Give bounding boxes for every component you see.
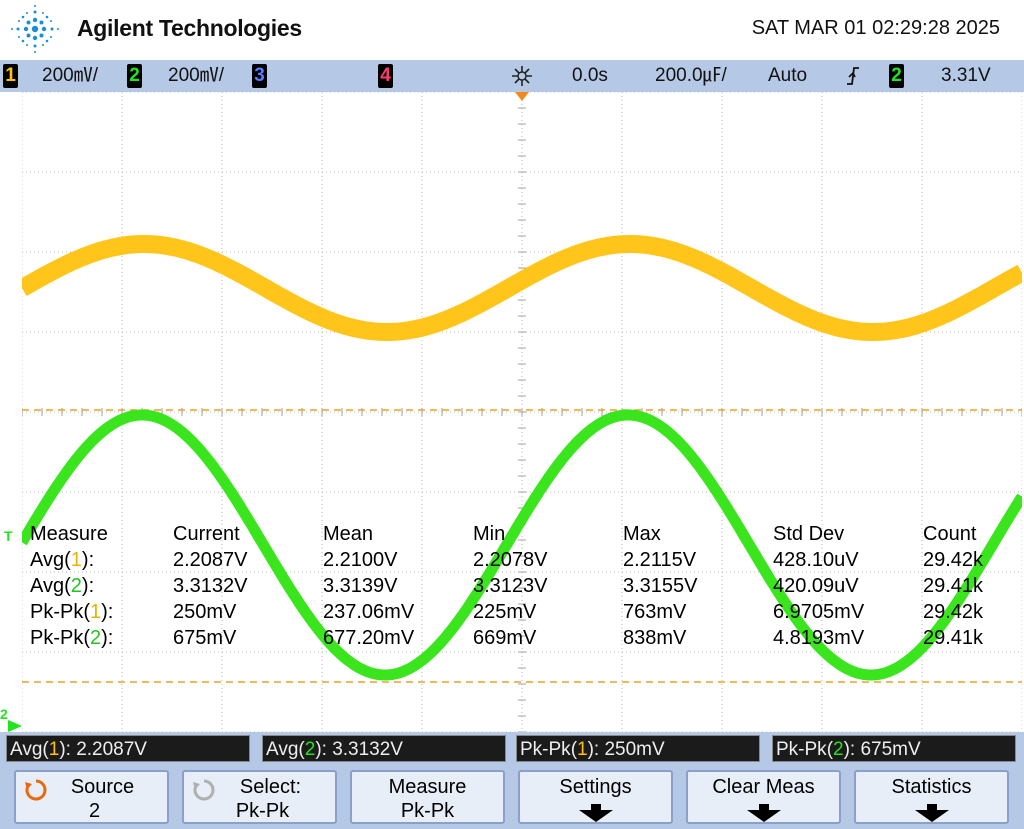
measurement-statistics-table: Measure Current Mean Min Max Std Dev Cou…	[30, 520, 1024, 650]
softkey-label: Source	[70, 776, 135, 798]
table-cell-count: 29.42k	[923, 601, 984, 623]
softkey-value: 2	[88, 800, 101, 822]
channel-2-ground-marker[interactable]: 2	[0, 706, 8, 722]
date-time: SAT MAR 01 02:29:28 2025	[751, 17, 1000, 39]
channel-1-scale[interactable]: 200㎷/	[42, 65, 98, 86]
channel-3-badge[interactable]: 3	[252, 64, 267, 88]
table-cell-current: 675mV	[173, 627, 237, 649]
channel-2-scale[interactable]: 200㎷/	[168, 65, 224, 86]
rotary-knob-icon	[25, 779, 47, 801]
table-cell-mean: 2.2100V	[323, 549, 398, 571]
rising-edge-icon	[847, 67, 859, 85]
table-cell-min: 2.2078V	[473, 549, 548, 571]
table-cell-max: 2.2115V	[623, 549, 697, 571]
ground-arrow-icon	[8, 720, 22, 732]
trigger-level-lines	[22, 409, 1022, 683]
measurement-summary-bar: Avg(1): 2.2087V Avg(2): 3.3132V Pk-Pk(1)…	[0, 732, 1024, 766]
trigger-level[interactable]: 3.31V	[941, 65, 991, 86]
horizontal-time-scale[interactable]: 200.0㎌/	[655, 65, 727, 86]
trigger-mode[interactable]: Auto	[768, 65, 808, 86]
summary-pkpk-ch2[interactable]: Pk-Pk(2): 675mV	[772, 735, 1016, 762]
table-cell-mean: 237.06mV	[323, 601, 415, 623]
table-cell-current: 2.2087V	[173, 549, 248, 571]
table-cell-max: 3.3155V	[623, 575, 698, 597]
clear-meas-softkey[interactable]: Clear Meas	[686, 770, 841, 824]
table-row-label: Pk-Pk(2):	[30, 627, 114, 649]
table-header-count: Count	[923, 523, 977, 545]
trigger-position-marker-icon[interactable]	[515, 92, 529, 101]
softkey-bar: Source 2 Select: Pk-Pk Measure Pk-Pk Set…	[0, 766, 1024, 829]
trigger-source-badge[interactable]: 2	[889, 64, 904, 88]
table-cell-current: 3.3132V	[173, 575, 248, 597]
softkey-label: Measure	[388, 776, 467, 798]
select-softkey[interactable]: Select: Pk-Pk	[182, 770, 337, 824]
rotary-knob-icon	[193, 779, 215, 801]
softkey-value: Pk-Pk	[400, 800, 455, 822]
channel-4-badge[interactable]: 4	[378, 64, 393, 88]
table-cell-count: 29.41k	[923, 627, 984, 649]
table-cell-mean: 677.20mV	[323, 627, 415, 649]
table-row-label: Avg(2):	[30, 575, 95, 597]
summary-avg-ch1[interactable]: Avg(1): 2.2087V	[6, 735, 250, 762]
measure-softkey[interactable]: Measure Pk-Pk	[350, 770, 505, 824]
table-header-max: Max	[623, 523, 661, 545]
source-softkey[interactable]: Source 2	[14, 770, 169, 824]
down-arrow-icon	[746, 804, 781, 822]
softkey-label: Select:	[239, 776, 302, 798]
table-cell-current: 250mV	[173, 601, 237, 623]
table-row-label: Pk-Pk(1):	[30, 601, 114, 623]
trigger-level-marker[interactable]: T	[4, 528, 13, 544]
table-cell-max: 838mV	[623, 627, 687, 649]
header-bar: Agilent Technologies SAT MAR 01 02:29:28…	[0, 0, 1024, 60]
waveform-display[interactable]	[22, 92, 1022, 732]
summary-pkpk-ch1[interactable]: Pk-Pk(1): 250mV	[516, 735, 760, 762]
table-cell-count: 29.41k	[923, 575, 984, 597]
table-cell-std-dev: 420.09uV	[773, 575, 859, 597]
status-bar: 1 200㎷/ 2 200㎷/ 3 4 0.0s 200.0㎌/ Auto 2 …	[0, 60, 1024, 92]
settings-softkey[interactable]: Settings	[518, 770, 673, 824]
table-header-mean: Mean	[323, 523, 374, 545]
down-arrow-icon	[578, 804, 613, 822]
table-cell-std-dev: 428.10uV	[773, 549, 859, 571]
table-cell-mean: 3.3139V	[323, 575, 398, 597]
channel-2-waveform	[22, 409, 1022, 681]
table-cell-min: 669mV	[473, 627, 537, 649]
table-cell-std-dev: 6.9705mV	[773, 601, 865, 623]
graticule-center-ticks	[22, 92, 1022, 732]
softkey-label: Settings	[559, 776, 632, 798]
table-cell-min: 225mV	[473, 601, 537, 623]
softkey-label: Statistics	[891, 776, 972, 798]
table-cell-std-dev: 4.8193mV	[773, 627, 865, 649]
table-cell-max: 763mV	[623, 601, 687, 623]
statistics-softkey[interactable]: Statistics	[854, 770, 1009, 824]
channel-2-badge[interactable]: 2	[127, 64, 142, 88]
down-arrow-icon	[914, 804, 949, 822]
table-header-measure: Measure	[30, 523, 108, 545]
summary-avg-ch2[interactable]: Avg(2): 3.3132V	[262, 735, 506, 762]
agilent-spark-logo-icon	[11, 5, 59, 53]
table-cell-count: 29.42k	[923, 549, 984, 571]
softkey-value: Pk-Pk	[235, 800, 290, 822]
table-row-label: Avg(1):	[30, 549, 95, 571]
table-cell-min: 3.3123V	[473, 575, 548, 597]
brand-name: Agilent Technologies	[77, 15, 302, 41]
table-header-std-dev: Std Dev	[773, 523, 845, 545]
table-header-min: Min	[473, 523, 506, 545]
channel-1-badge[interactable]: 1	[3, 64, 18, 88]
horizontal-delay-value[interactable]: 0.0s	[572, 65, 608, 86]
softkey-label: Clear Meas	[712, 776, 815, 798]
horizontal-delay-icon	[512, 66, 532, 86]
table-header-current: Current	[173, 523, 240, 545]
channel-1-waveform	[22, 235, 1022, 341]
